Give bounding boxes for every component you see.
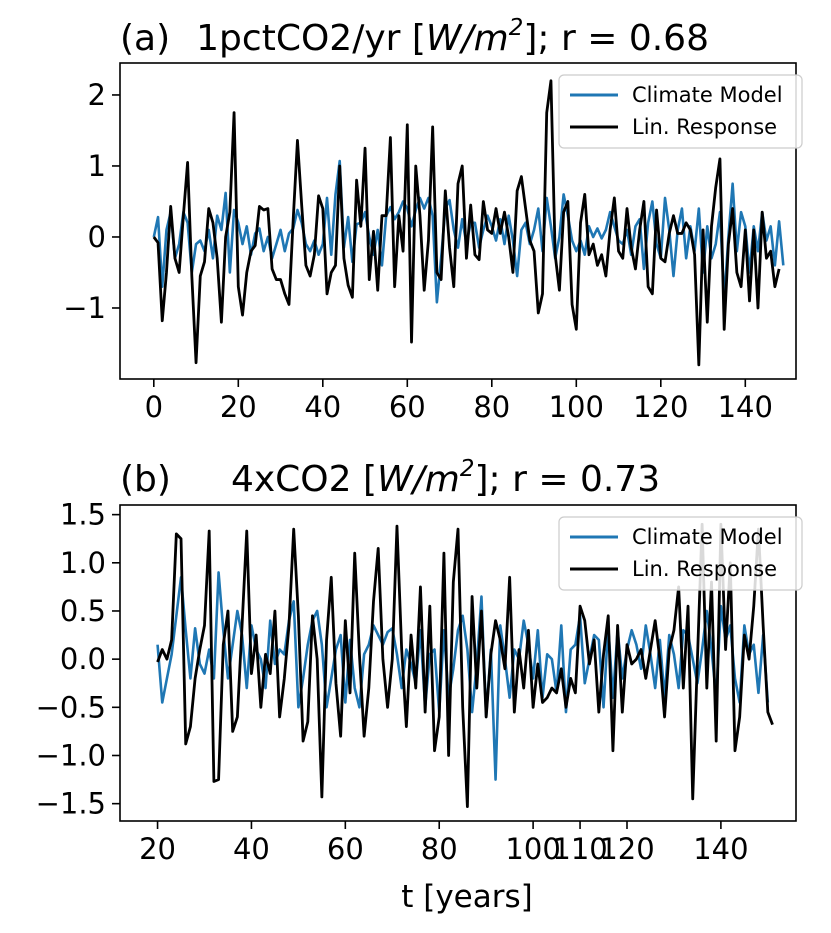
panel-a-axes [119,62,797,380]
y-tick-label: −1.0 [36,738,106,772]
y-tick-label: −1.5 [36,787,106,821]
x-tick-label: 80 [421,832,458,866]
legend-box [558,74,803,149]
x-tick-label: 60 [327,832,364,866]
x-tick-label: 110 [552,832,607,866]
x-tick-label: 120 [633,390,688,424]
y-tick-label: 1.0 [60,546,106,580]
x-tick-label: 140 [718,390,773,424]
legend-label-climate-model: Climate Model [632,83,783,107]
y-tick-label: 1.5 [60,498,106,532]
y-tick-label: −1 [63,291,106,325]
series-line-lin-response [156,522,774,808]
y-tick-label: 0.5 [60,594,106,628]
x-tick-label: 0 [145,390,163,424]
x-tick-label: 20 [139,832,176,866]
panel-b: (b) 4xCO2 [W/m2]; r = 0.73 20 40 60 80 100110… [36,456,803,915]
x-tick-label: 60 [389,390,426,424]
x-tick-label: 100 [549,390,604,424]
panel-a-series [152,79,785,367]
y-tick-label: 1 [88,149,106,183]
panel-b-title: (b) 4xCO2 [W/m2]; r = 0.73 [120,456,660,500]
y-tick-label: 0 [88,220,106,254]
legend-label-lin-response: Lin. Response [632,557,777,581]
x-tick-label: 40 [304,390,341,424]
x-tick-label: 100 [505,832,560,866]
panel-a-legend: Climate Model Lin. Response [558,74,803,149]
x-tick-label: 80 [473,390,510,424]
panel-a-title: (a) 1pctCO2/yr [W/m2]; r = 0.68 [120,15,709,59]
legend-box [558,516,803,591]
panel-b-series [156,522,774,808]
series-line-lin-response [152,79,781,367]
x-tick-label: 20 [220,390,257,424]
x-tick-label: 140 [693,832,748,866]
y-tick-label: 0.0 [60,642,106,676]
panel-a: (a) 1pctCO2/yr [W/m2]; r = 0.68 0 20 40 60 80… [63,15,803,424]
y-tick-label: −0.5 [36,690,106,724]
legend-label-climate-model: Climate Model [632,525,783,549]
panel-b-legend: Climate Model Lin. Response [558,516,803,591]
x-axis-label: t [years] [401,879,533,915]
legend-label-lin-response: Lin. Response [632,115,777,139]
x-tick-label: 40 [233,832,270,866]
y-tick-label: 2 [88,78,106,112]
x-tick-label: 120 [599,832,654,866]
panel-b-axes [119,504,797,822]
